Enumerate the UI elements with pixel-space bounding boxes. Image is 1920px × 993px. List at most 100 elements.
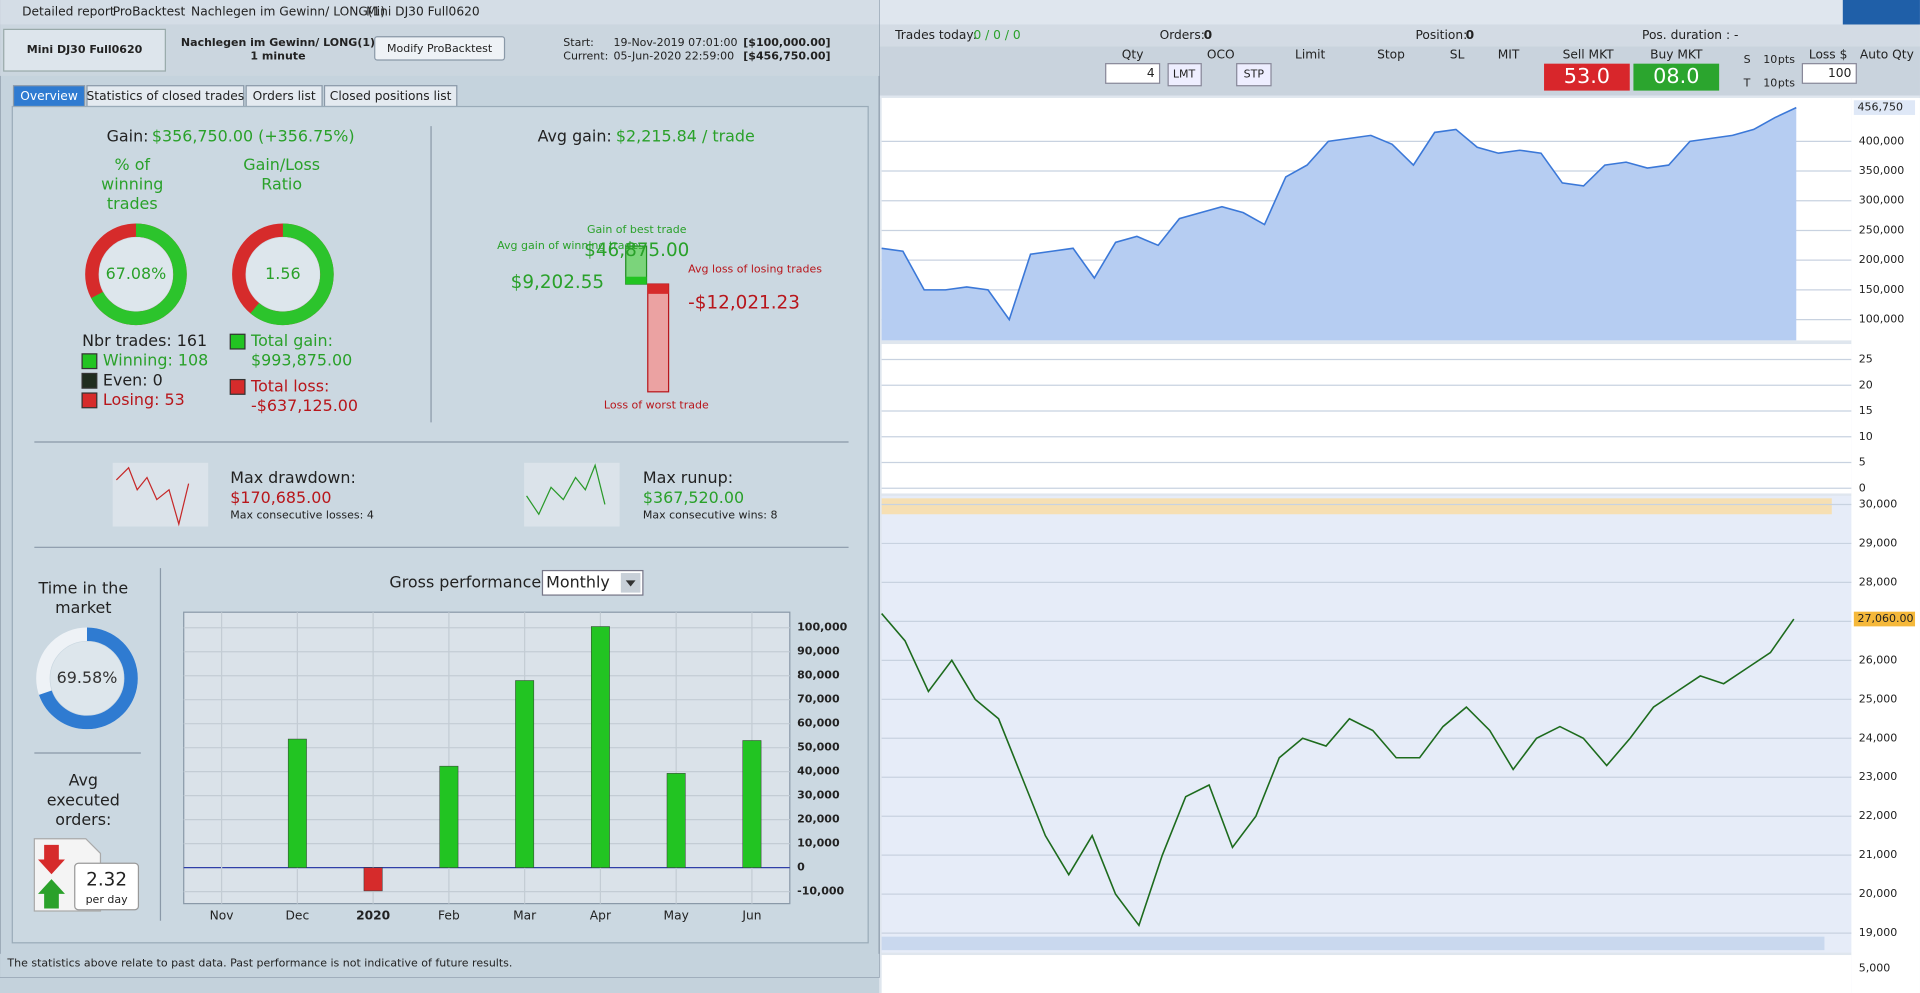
y-tick-label: 25,000: [1859, 692, 1898, 705]
instrument-box: [3, 28, 166, 72]
bar: [363, 867, 383, 892]
instrument: Mini DJ30 Full0620: [27, 43, 143, 56]
bar: [287, 738, 307, 868]
y-tick-label: 100,000: [1859, 313, 1905, 326]
value: 05-Jun-2020 22:59:00: [613, 49, 734, 62]
plot-area: [183, 611, 791, 905]
y-tick-label: 40,000: [797, 765, 840, 778]
donut-arc: [232, 223, 334, 326]
donuts: 67.08% 1.56 69.58%: [36, 223, 334, 730]
value: 0 / 0 / 0: [973, 28, 1020, 42]
y-tick-label: 400,000: [1859, 134, 1905, 147]
label: Avg gain of winning trades: [497, 239, 644, 252]
bar: [590, 626, 610, 868]
label: Time in the: [37, 578, 128, 597]
buy-arrow: [38, 879, 65, 909]
price: 08.0: [1653, 64, 1699, 88]
y-tick-label: 21,000: [1859, 848, 1898, 861]
bar: [439, 765, 459, 868]
price-panel: [881, 495, 1852, 953]
donut-label: 67.08%: [106, 264, 167, 283]
value: 10: [1763, 76, 1777, 89]
y-tick-label: 60,000: [797, 717, 840, 730]
y-tick-label: 26,000: [1859, 653, 1898, 666]
label: Gain/Loss: [243, 155, 320, 174]
y-tick-label: 0: [1859, 481, 1866, 494]
button-label: Modify ProBacktest: [387, 42, 493, 55]
price: 53.0: [1564, 64, 1610, 88]
donut-hole: [50, 641, 124, 716]
qty-input[interactable]: [1105, 63, 1161, 84]
value: 19-Nov-2019 07:01:00: [613, 36, 737, 49]
y-tick-label: 250,000: [1859, 223, 1905, 236]
chart-title: Gross performance: [389, 572, 541, 591]
disclaimer: The statistics above relate to past data…: [6, 957, 512, 970]
sell-button[interactable]: [1544, 63, 1630, 91]
status-bar: [879, 24, 1920, 47]
label: pts: [1778, 53, 1795, 66]
swatch: [81, 392, 98, 409]
stp-button[interactable]: [1236, 63, 1272, 87]
label: winning: [101, 174, 163, 193]
label: Current:: [563, 49, 608, 62]
label: OCO: [1207, 48, 1235, 62]
y-tick-label: -10,000: [797, 885, 844, 898]
label: executed: [47, 790, 120, 809]
value: $993,875.00: [251, 351, 352, 370]
x-tick-label: Apr: [590, 908, 612, 922]
y-tick-label: 10,000: [797, 837, 840, 850]
title-bar: [0, 0, 880, 25]
swatch: [229, 333, 246, 350]
last-value-label: 27,060.00: [1857, 612, 1913, 625]
label: Gain of best trade: [587, 223, 687, 236]
label: SL: [1450, 48, 1465, 62]
y-tick-label: 5: [1859, 456, 1866, 469]
orders-box: [74, 862, 140, 911]
value: $170,685.00: [230, 488, 331, 507]
tab-label: Orders list: [253, 89, 316, 103]
modify-button[interactable]: [374, 36, 506, 61]
y-tick-label: 28,000: [1859, 575, 1898, 588]
loss-input[interactable]: [1801, 63, 1857, 84]
label: Avg: [69, 771, 98, 790]
y-tick-label: 20: [1859, 378, 1873, 391]
label: % of: [115, 155, 151, 174]
donut-label: 1.56: [265, 264, 300, 283]
platform-charts: 100,000 150,000 200,000 250,000 300,000 350,0…: [881, 100, 1916, 975]
drawdown-line: [115, 466, 190, 527]
label: STP: [1244, 68, 1265, 81]
drawdown-icon: [112, 462, 209, 527]
y-tick-label: 20,000: [797, 813, 840, 826]
value: 0: [1204, 28, 1213, 42]
label: Ratio: [261, 174, 302, 193]
y-tick-label: 15: [1859, 404, 1873, 417]
x-tick-label: Jun: [741, 908, 761, 922]
y-tick-label: 19,000: [1859, 926, 1898, 939]
stat: Max consecutive wins: 8: [643, 508, 778, 521]
value: -$12,021.23: [688, 293, 800, 314]
y-tick-label: 10: [1859, 430, 1873, 443]
label: Limit: [1295, 48, 1326, 62]
value: 4: [1147, 66, 1155, 80]
value: [$456,750.00]: [743, 49, 830, 62]
value-band-bottom: [881, 936, 1825, 951]
tabs: Overview Statistics of closed trades Order…: [12, 85, 458, 108]
last-value-box: [1853, 611, 1916, 627]
arrow-icon: [625, 580, 636, 587]
label: Trades today:: [894, 28, 977, 42]
trades-panel: [881, 344, 1852, 494]
tab-label: Statistics of closed trades: [87, 89, 245, 103]
label: market: [55, 598, 111, 617]
lmt-button[interactable]: [1167, 63, 1202, 87]
value: [$100,000.00]: [743, 36, 830, 49]
y-tick-label: 50,000: [797, 741, 840, 754]
window-title: Detailed report: [22, 5, 115, 19]
x-tick-label: Feb: [438, 908, 460, 922]
y-tick-label: 0: [797, 861, 805, 874]
label: Qty: [1122, 48, 1144, 62]
label: Position:: [1415, 28, 1467, 42]
buy-button[interactable]: [1633, 63, 1720, 91]
label: trades: [107, 194, 158, 213]
volume-panel: [881, 955, 1852, 993]
